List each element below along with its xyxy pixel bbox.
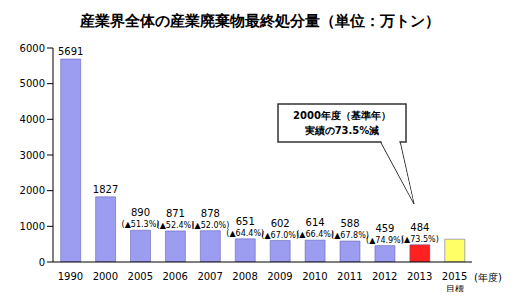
svg-text:5000: 5000 [20, 78, 45, 89]
svg-text:2011: 2011 [337, 271, 362, 282]
svg-text:2009: 2009 [267, 271, 292, 282]
svg-text:(▲51.3%): (▲51.3%) [122, 220, 160, 229]
svg-text:2007: 2007 [197, 271, 222, 282]
svg-text:484: 484 [410, 222, 429, 233]
svg-text:459: 459 [375, 223, 394, 234]
svg-text:2013: 2013 [407, 271, 432, 282]
svg-text:2010: 2010 [302, 271, 327, 282]
svg-text:2000年度（基準年）: 2000年度（基準年） [293, 110, 391, 121]
svg-text:(▲64.4%): (▲64.4%) [226, 229, 264, 238]
svg-text:1000: 1000 [20, 221, 45, 232]
svg-text:2012: 2012 [372, 271, 397, 282]
svg-text:1827: 1827 [93, 184, 118, 195]
svg-text:2005: 2005 [128, 271, 153, 282]
svg-text:(▲67.0%): (▲67.0%) [261, 231, 299, 240]
svg-text:2000: 2000 [93, 271, 118, 282]
svg-text:0: 0 [39, 257, 45, 268]
svg-text:2006: 2006 [162, 271, 187, 282]
svg-text:2015: 2015 [442, 271, 467, 282]
svg-text:878: 878 [201, 208, 220, 219]
svg-text:651: 651 [236, 216, 255, 227]
svg-text:実績の73.5%減: 実績の73.5%減 [304, 125, 380, 136]
svg-text:588: 588 [340, 218, 359, 229]
svg-text:4000: 4000 [20, 114, 45, 125]
svg-text:871: 871 [166, 208, 185, 219]
svg-text:1990: 1990 [58, 271, 83, 282]
svg-text:(年度): (年度) [474, 272, 502, 283]
svg-text:602: 602 [271, 218, 290, 229]
svg-text:614: 614 [306, 217, 325, 228]
svg-text:(▲67.8%): (▲67.8%) [331, 231, 369, 240]
svg-text:6000: 6000 [20, 43, 45, 54]
svg-text:(▲52.0%): (▲52.0%) [191, 221, 229, 230]
svg-text:3000: 3000 [20, 150, 45, 161]
html-text:産業界全体の産業廃棄物最終処分量（単位：万トン）: 産業界全体の産業廃棄物最終処分量（単位：万トン） [80, 12, 440, 30]
svg-text:(▲66.4%): (▲66.4%) [296, 230, 334, 239]
svg-text:(▲74.9%): (▲74.9%) [366, 236, 404, 245]
svg-text:(▲52.4%): (▲52.4%) [157, 221, 195, 230]
svg-text:5691: 5691 [58, 46, 83, 57]
svg-text:目標: 目標 [446, 284, 464, 292]
svg-text:(▲73.5%): (▲73.5%) [401, 235, 439, 244]
svg-text:890: 890 [131, 207, 150, 218]
svg-text:2000: 2000 [20, 185, 45, 196]
svg-text:2008: 2008 [232, 271, 257, 282]
